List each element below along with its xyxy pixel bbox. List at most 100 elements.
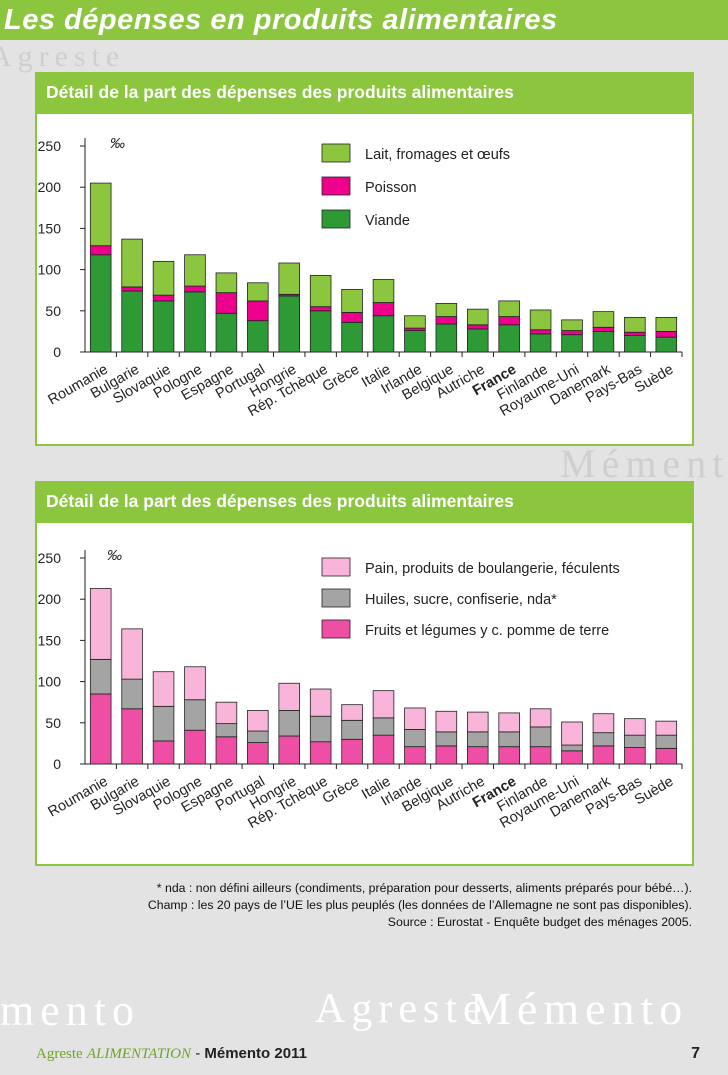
legend-swatch [321, 176, 351, 196]
bar-segment [247, 300, 269, 322]
legend-swatch [321, 209, 351, 229]
bar-segment [592, 745, 615, 765]
bar-segment [247, 742, 269, 765]
note-source: Source : Eurostat - Enquête budget des m… [387, 915, 692, 929]
bar-segment [655, 330, 678, 338]
bar-segment [498, 712, 520, 733]
watermark-text: Mémento [470, 983, 689, 1034]
page-title-bar: Les dépenses en produits alimentaires [0, 0, 728, 40]
bar-segment [655, 747, 678, 765]
bar-segment [624, 718, 646, 736]
bar-segment [309, 688, 332, 717]
bar-segment [592, 732, 615, 747]
y-tick-label: 200 [38, 179, 62, 195]
bar-segment [184, 666, 206, 701]
bar-segment [247, 730, 269, 743]
bar-segment [215, 736, 238, 765]
chart-header-1: Détail de la part des dépenses des produ… [37, 74, 692, 114]
bar-segment [592, 713, 615, 734]
bar-segment [121, 286, 143, 292]
bar-segment [561, 319, 583, 331]
bar-segment [435, 323, 458, 353]
bar-segment [624, 747, 646, 765]
footer: Agreste ALIMENTATION - Mémento 2011 7 [36, 1045, 700, 1067]
bar-segment [404, 330, 426, 353]
bar-segment [89, 182, 112, 247]
bar-segment [529, 329, 552, 335]
x-tick-label: Grèce [320, 362, 362, 396]
bar-segment [498, 324, 520, 353]
footer-category: ALIMENTATION [86, 1046, 192, 1062]
legend-swatch [321, 143, 351, 163]
bar-segment [89, 588, 112, 660]
bar-segment [278, 295, 301, 353]
bar-segment [341, 288, 363, 313]
legend-swatch [321, 588, 351, 608]
bar-segment [121, 708, 143, 765]
bar-segment [404, 728, 426, 748]
bar-segment [372, 302, 395, 317]
bar-segment [215, 292, 238, 314]
bar-segment [466, 328, 489, 353]
bar-segment [624, 335, 646, 353]
bar-segment [121, 678, 143, 710]
bar-segment [341, 738, 363, 765]
bar-segment [529, 309, 552, 331]
x-tick-label: Grèce [320, 774, 362, 808]
bar-segment [152, 300, 175, 353]
bar-segment [404, 315, 426, 329]
bar-segment [372, 315, 395, 353]
bar-segment [466, 308, 489, 326]
bar-segment [184, 699, 206, 731]
chart-header-2: Détail de la part des dépenses des produ… [37, 483, 692, 523]
bar-segment [435, 731, 458, 747]
bar-segment [435, 302, 458, 317]
y-tick-label: 250 [38, 138, 62, 154]
y-tick-label: 250 [38, 550, 62, 566]
bar-segment [529, 333, 552, 353]
bar-segment [309, 274, 332, 308]
legend-label: Poisson [365, 180, 417, 196]
bar-segment [624, 734, 646, 748]
bar-segment [152, 294, 175, 302]
bar-segment [466, 324, 489, 330]
bar-segment [372, 717, 395, 736]
footer-left: Agreste ALIMENTATION - Mémento 2011 [36, 1045, 307, 1063]
bar-segment [341, 719, 363, 740]
bar-segment [466, 731, 489, 748]
bar-segment [498, 731, 520, 748]
y-tick-label: 0 [53, 756, 61, 772]
legend-label: Viande [365, 213, 410, 229]
bar-segment [435, 710, 458, 733]
y-tick-label: 100 [38, 262, 62, 278]
bar-segment [341, 312, 363, 323]
bar-segment [498, 746, 520, 765]
bar-segment [152, 740, 175, 765]
bar-segment [152, 671, 175, 707]
bar-segment [466, 746, 489, 765]
bar-segment [561, 721, 583, 746]
chart-title-2: Détail de la part des dépenses des produ… [46, 491, 514, 511]
bar-segment [466, 711, 489, 733]
bar-segment [215, 272, 238, 294]
bar-segment [309, 715, 332, 743]
bar-segment [592, 311, 615, 328]
bar-segment [498, 300, 520, 317]
page-number: 7 [691, 1045, 700, 1062]
bar-segment [435, 745, 458, 765]
bar-segment [121, 290, 143, 353]
bar-segment [498, 316, 520, 326]
bar-segment [121, 628, 143, 680]
bar-segment [247, 282, 269, 302]
legend-label: Pain, produits de boulangerie, féculents [365, 561, 620, 577]
bar-segment [372, 279, 395, 303]
notes: * nda : non défini ailleurs (condiments,… [36, 880, 692, 931]
note-champ: Champ : les 20 pays de l’UE les plus peu… [147, 898, 692, 912]
bar-segment [152, 705, 175, 742]
bar-segment [435, 316, 458, 325]
bar-segment [624, 316, 646, 333]
bar-segment [561, 750, 583, 765]
bar-segment [278, 262, 301, 295]
bar-segment [89, 658, 112, 695]
